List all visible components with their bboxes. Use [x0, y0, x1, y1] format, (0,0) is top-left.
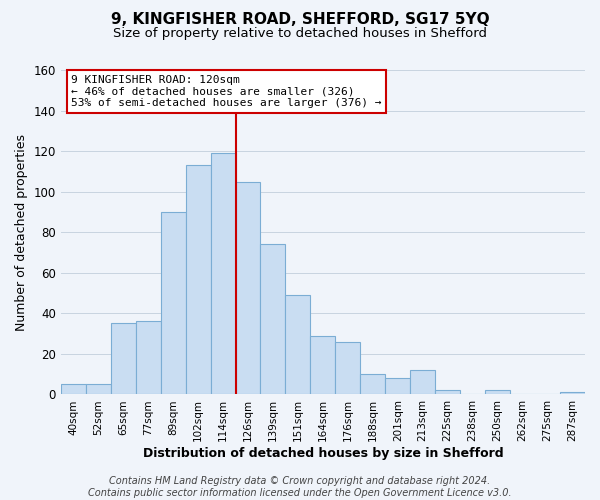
Text: 9, KINGFISHER ROAD, SHEFFORD, SG17 5YQ: 9, KINGFISHER ROAD, SHEFFORD, SG17 5YQ: [110, 12, 490, 28]
Bar: [185, 166, 211, 394]
Bar: [310, 336, 335, 394]
Bar: [435, 390, 460, 394]
Bar: [335, 342, 361, 394]
Text: Contains HM Land Registry data © Crown copyright and database right 2024.
Contai: Contains HM Land Registry data © Crown c…: [88, 476, 512, 498]
Bar: [485, 390, 510, 394]
Bar: [211, 153, 236, 394]
Bar: [361, 374, 385, 394]
Bar: [385, 378, 410, 394]
Text: 9 KINGFISHER ROAD: 120sqm
← 46% of detached houses are smaller (326)
53% of semi: 9 KINGFISHER ROAD: 120sqm ← 46% of detac…: [71, 75, 382, 108]
Bar: [560, 392, 585, 394]
Bar: [161, 212, 185, 394]
Bar: [410, 370, 435, 394]
Bar: [260, 244, 286, 394]
Bar: [236, 182, 260, 394]
Y-axis label: Number of detached properties: Number of detached properties: [15, 134, 28, 330]
X-axis label: Distribution of detached houses by size in Shefford: Distribution of detached houses by size …: [143, 447, 503, 460]
Bar: [61, 384, 86, 394]
Bar: [111, 324, 136, 394]
Bar: [86, 384, 111, 394]
Bar: [286, 295, 310, 394]
Text: Size of property relative to detached houses in Shefford: Size of property relative to detached ho…: [113, 28, 487, 40]
Bar: [136, 322, 161, 394]
